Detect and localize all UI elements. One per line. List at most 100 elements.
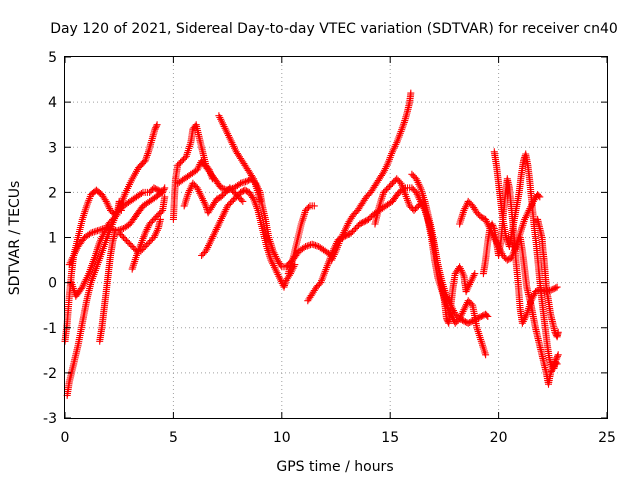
series-track-k	[215, 112, 264, 205]
data-point	[189, 179, 197, 187]
y-tick-label: 1	[48, 231, 57, 247]
data-point	[356, 220, 364, 228]
data-point	[303, 242, 311, 250]
data-point	[362, 217, 370, 225]
data-point	[351, 209, 359, 217]
series-track-u	[534, 215, 562, 341]
data-point	[153, 185, 161, 193]
data-point	[95, 226, 103, 234]
plot-frame	[64, 56, 608, 419]
data-point	[224, 202, 232, 210]
data-point	[300, 244, 308, 252]
data-point	[198, 252, 206, 259]
data-point	[161, 193, 169, 201]
data-point	[464, 297, 472, 305]
data-point	[110, 226, 118, 234]
series-track-t	[516, 234, 561, 388]
data-point	[553, 283, 561, 291]
data-point	[227, 185, 235, 193]
data-point	[386, 182, 393, 190]
data-point	[466, 199, 474, 207]
data-point	[394, 176, 402, 184]
data-point	[156, 209, 164, 217]
tick-layer	[64, 56, 608, 419]
data-point	[553, 360, 561, 368]
data-point	[310, 202, 318, 210]
x-tick-label: 20	[490, 430, 508, 446]
data-point	[357, 219, 365, 227]
data-point	[112, 212, 120, 220]
data-point	[228, 197, 236, 205]
data-point	[414, 202, 422, 210]
data-point	[409, 185, 417, 193]
data-point	[213, 195, 221, 203]
data-point	[554, 352, 561, 360]
data-point	[231, 194, 239, 202]
data-point	[520, 157, 527, 165]
data-point	[549, 363, 557, 371]
series-track-c	[65, 188, 165, 269]
data-point	[303, 205, 311, 213]
data-point	[473, 209, 481, 217]
data-point	[364, 191, 372, 199]
data-point	[350, 226, 358, 234]
data-point	[127, 241, 135, 249]
data-point	[122, 237, 130, 244]
data-point	[549, 285, 557, 293]
data-point	[466, 298, 474, 306]
data-point	[243, 177, 251, 185]
data-point	[219, 184, 227, 192]
data-point	[460, 317, 468, 325]
data-point	[125, 240, 133, 247]
chart-title: Day 120 of 2021, Sidereal Day-to-day VTE…	[50, 21, 618, 37]
data-point	[305, 203, 312, 211]
data-point	[150, 184, 158, 192]
data-point	[230, 188, 238, 196]
data-point	[412, 205, 419, 213]
data-point	[464, 319, 472, 327]
data-point	[217, 193, 225, 201]
data-point	[413, 203, 421, 211]
data-point	[464, 197, 472, 205]
data-point	[352, 225, 359, 232]
data-point	[118, 232, 126, 240]
series-track-n	[328, 89, 415, 264]
x-tick-label: 15	[381, 430, 399, 446]
data-point	[548, 366, 556, 374]
data-point	[310, 241, 318, 249]
data-point	[466, 319, 474, 326]
data-point	[503, 256, 511, 264]
series-track-h	[174, 157, 336, 271]
data-point	[238, 179, 246, 187]
data-point	[156, 190, 164, 197]
data-point	[489, 222, 497, 229]
data-point	[144, 240, 152, 247]
data-point	[453, 318, 461, 326]
data-point	[536, 193, 544, 201]
data-point	[221, 188, 229, 196]
series-track-d	[68, 197, 125, 300]
data-point	[153, 212, 161, 220]
data-point	[147, 219, 155, 226]
data-point	[237, 188, 245, 196]
data-point	[220, 190, 228, 198]
data-point	[547, 286, 555, 294]
data-point	[256, 197, 264, 205]
data-point	[241, 186, 249, 194]
data-point	[384, 184, 392, 192]
data-point	[475, 332, 483, 339]
data-point	[175, 160, 183, 168]
data-point	[547, 367, 555, 375]
data-point	[388, 179, 396, 187]
data-point	[408, 170, 416, 178]
data-point	[121, 235, 129, 243]
data-point	[481, 349, 489, 357]
data-point	[451, 319, 459, 327]
data-point	[152, 124, 160, 132]
data-point	[237, 196, 245, 204]
data-point	[104, 220, 112, 228]
x-tick-labels: 0 5 10 15 20 25	[61, 430, 616, 446]
data-point	[535, 192, 543, 200]
data-point	[305, 241, 313, 249]
